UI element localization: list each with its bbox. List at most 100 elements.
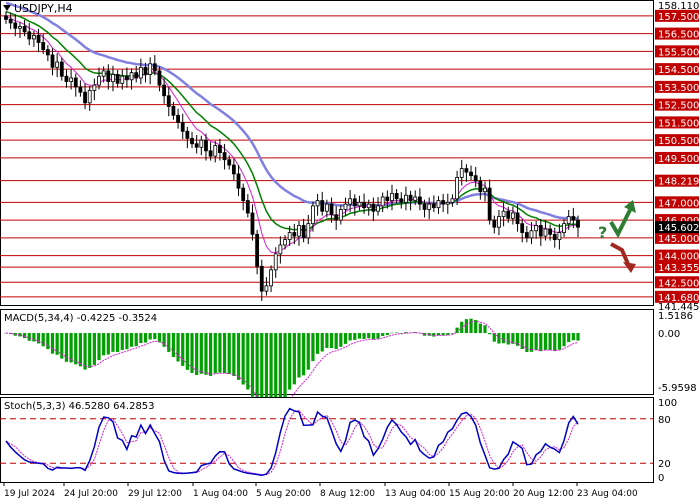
candle <box>348 198 353 205</box>
candle <box>204 139 208 152</box>
macd-bar <box>562 333 566 347</box>
macd-bar <box>567 333 571 343</box>
level-label-bg <box>655 9 699 22</box>
macd-bar <box>311 333 315 362</box>
stoch-panel: Stoch(5,3,3) 46.5280 64.2853 100 80 20 0 <box>0 397 677 484</box>
candle <box>417 196 422 205</box>
macd-bar <box>385 333 389 336</box>
macd-bar <box>367 333 371 339</box>
macd-bar <box>69 333 73 363</box>
candle <box>557 232 562 241</box>
macd-bar <box>413 332 417 334</box>
level-label: 142.500 <box>658 278 699 289</box>
arrow-down-icon <box>610 242 630 265</box>
macd-axis: 1.5186 0.00 -5.9598 <box>658 311 697 394</box>
candle <box>324 203 329 212</box>
macd-bar <box>241 333 245 385</box>
candle <box>120 75 125 84</box>
candle <box>459 168 464 178</box>
candle <box>106 70 111 82</box>
candle <box>562 223 566 233</box>
candle <box>87 90 92 104</box>
macd-bar <box>185 333 189 370</box>
candle <box>41 42 46 50</box>
candle <box>450 198 455 203</box>
candle <box>241 187 246 201</box>
time-label: 8 Aug 12:00 <box>320 489 375 499</box>
candle <box>343 203 348 210</box>
dropdown-triangle-icon[interactable] <box>3 5 11 11</box>
candle <box>408 194 413 201</box>
macd-bar <box>102 333 106 356</box>
macd-bar <box>181 333 185 366</box>
candle <box>78 86 83 93</box>
macd-bar <box>381 333 385 336</box>
macd-bar <box>157 333 162 343</box>
macd-bar <box>88 333 92 368</box>
candle <box>510 212 515 219</box>
time-label: 20 Aug 12:00 <box>513 489 574 499</box>
time-label: 13 Aug 04:00 <box>385 489 446 499</box>
macd-bar <box>557 333 561 350</box>
ma-slow-line <box>5 1 579 220</box>
candle <box>566 216 571 225</box>
stoch-axis: 100 80 20 0 <box>658 398 677 484</box>
macd-bar <box>120 333 124 350</box>
forecast-arrows: ? <box>598 200 636 273</box>
macd-bar <box>446 333 450 335</box>
candle <box>487 187 492 221</box>
macd-bar <box>334 333 338 350</box>
stochastic-lines <box>0 407 653 476</box>
macd-bar <box>399 333 403 334</box>
candle <box>413 196 418 201</box>
macd-bar <box>548 333 552 350</box>
price-plot-frame <box>0 0 654 306</box>
candle <box>55 61 60 68</box>
level-label-bg <box>655 174 699 187</box>
macd-bar <box>167 333 171 352</box>
macd-bar <box>213 333 217 374</box>
price-axis: 157.500 156.500 155.500 154.500 153.500 152.5… <box>655 1 699 313</box>
macd-bar <box>497 333 501 344</box>
macd-bar <box>292 333 296 385</box>
macd-bar <box>204 333 208 375</box>
candle <box>4 15 8 20</box>
candle <box>427 203 432 210</box>
candle <box>576 219 580 228</box>
candle <box>478 180 483 193</box>
macd-bar <box>97 333 101 361</box>
macd-bar <box>74 333 78 365</box>
current-price-bg <box>655 221 699 234</box>
macd-bar <box>362 333 366 339</box>
candle <box>273 253 278 271</box>
candle <box>199 139 204 148</box>
candle <box>357 201 362 207</box>
macd-bar <box>246 333 250 390</box>
macd-bar <box>162 333 166 347</box>
stoch-tick-label: 100 <box>658 398 677 409</box>
macd-bar <box>129 333 134 347</box>
candle <box>162 84 167 97</box>
macd-bar <box>501 333 506 344</box>
candle <box>264 285 269 292</box>
candle <box>548 228 552 235</box>
ma-mid-line <box>5 10 579 232</box>
candle <box>394 193 399 200</box>
candle <box>501 210 506 217</box>
candle <box>390 193 394 201</box>
candle <box>473 175 478 182</box>
macd-bar <box>302 333 306 376</box>
macd-bar <box>348 333 352 341</box>
candle <box>334 214 339 221</box>
macd-bar <box>111 333 115 352</box>
macd-bar <box>60 333 64 359</box>
time-label: 23 Aug 04:00 <box>577 489 638 499</box>
candle <box>231 164 236 175</box>
current-price-label: 145.602 <box>658 223 699 234</box>
candle <box>320 200 325 212</box>
candle <box>524 232 529 239</box>
price-bottom-label: 141.445 <box>658 302 699 313</box>
macd-bar <box>376 333 380 339</box>
macd-bar <box>432 333 436 337</box>
candle <box>483 187 487 193</box>
